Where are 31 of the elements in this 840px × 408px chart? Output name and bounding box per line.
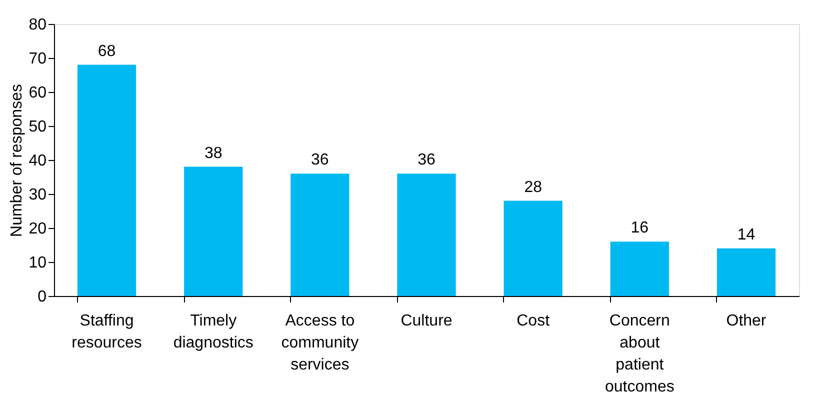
y-tick-label: 40: [28, 152, 47, 170]
bar: [397, 174, 456, 296]
y-tick-label: 50: [28, 118, 47, 136]
y-tick-label: 20: [28, 220, 47, 238]
bar: [716, 248, 776, 296]
data-label: 16: [630, 220, 649, 237]
x-tick-label: Other: [726, 312, 767, 330]
y-tick-label: 0: [38, 288, 47, 306]
bar: [504, 200, 562, 296]
y-tick-label: 70: [28, 50, 47, 68]
data-label: 36: [418, 152, 436, 169]
y-tick-label: 60: [28, 84, 47, 102]
data-label: 28: [524, 178, 542, 196]
x-tick-label: Access to community services: [281, 312, 359, 374]
data-label: 38: [204, 144, 222, 162]
x-tick-label: Staffing resources: [72, 312, 142, 352]
y-tick-label: 80: [28, 16, 47, 34]
bar: [184, 166, 243, 296]
y-tick-label: 30: [28, 186, 47, 204]
x-tick-label: Timely diagnostics: [173, 312, 254, 352]
bar: [610, 242, 669, 296]
data-label: 14: [737, 226, 756, 244]
y-tick-label: 10: [28, 254, 47, 272]
bar: [77, 64, 136, 296]
x-tick-label: Culture: [400, 312, 452, 330]
bar: [290, 174, 350, 296]
y-axis-title: Number of responses: [8, 84, 26, 237]
data-label: 68: [98, 42, 116, 60]
x-tick-label: Concern about patient outcomes: [604, 312, 674, 396]
x-tick-label: Cost: [516, 312, 550, 330]
data-label: 36: [311, 152, 329, 169]
